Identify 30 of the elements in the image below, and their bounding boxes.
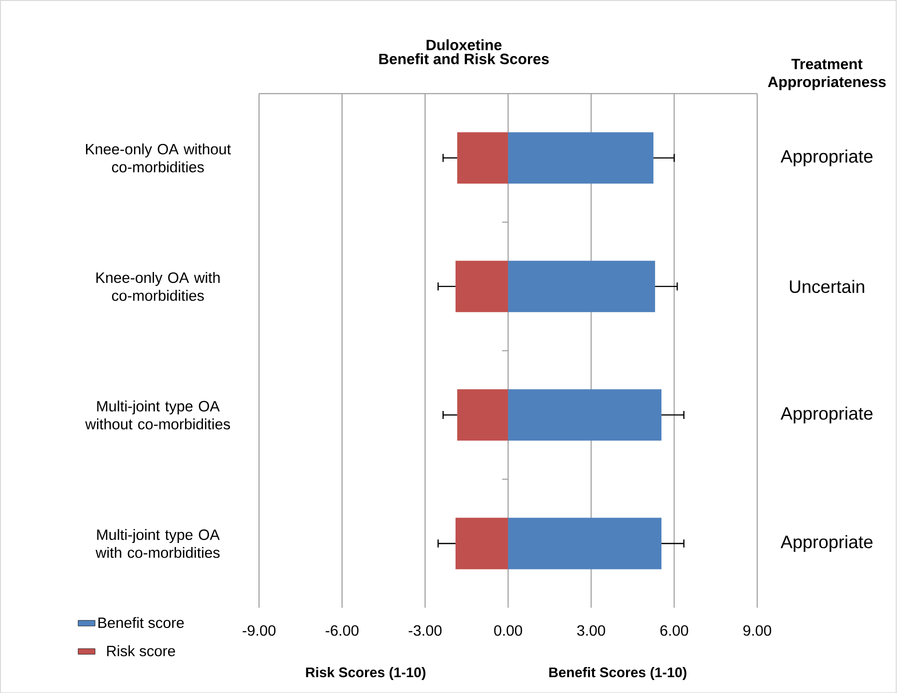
bar [508,260,656,312]
bar [456,260,508,312]
text: Appropriate [780,534,873,552]
text: Appropriate [780,149,873,166]
x-tick-label: 3.00 [577,625,606,636]
text: Benefit Scores (1-10) [549,666,686,680]
x-tick-label: 6.00 [660,625,688,636]
text: Uncertain [790,280,864,293]
bar [508,389,662,440]
x-tick-label: -3.00 [408,625,442,636]
chart-title: Duloxetine [426,39,502,50]
x-tick-label: -6.00 [326,625,359,636]
y-tick-label: Knee-only OA without co-morbidities [86,143,231,172]
bar [508,132,654,184]
y-tick-label: Knee-only OA with co-morbidities [96,272,220,301]
bar [457,132,508,184]
bar [457,389,508,440]
text: Treatment Appropriateness [768,58,886,90]
x-tick-label: 0.00 [494,625,522,636]
x-tick-label: -9.00 [242,625,276,636]
bar [456,518,508,569]
chart-subtitle: Benefit and Risk Scores [379,53,549,64]
text: Appropriate [780,406,873,424]
y-tick-label: Multi-joint type OA without co-morbidities [85,400,230,430]
legend-label: Risk score [107,645,176,656]
text: Risk Scores (1-10) [306,666,426,680]
y-tick-label: Multi-joint type OA with co-morbidities [96,528,220,558]
bar [508,518,662,569]
x-tick-label: 9.00 [743,625,772,636]
legend-label: Benefit score [98,616,184,628]
